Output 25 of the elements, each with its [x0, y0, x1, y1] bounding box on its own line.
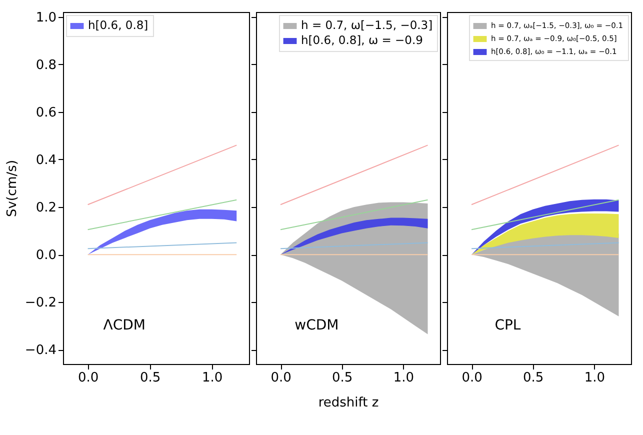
- x-tick-label: 0.5: [523, 370, 544, 386]
- x-axis-title: redshift z: [318, 396, 379, 410]
- x-tick-label: 1.0: [202, 370, 223, 386]
- x-tick-label: 0.0: [462, 370, 482, 386]
- y-tick-label: 0.2: [36, 200, 56, 216]
- y-tick-label: −0.2: [24, 296, 56, 311]
- legend-label: h[0.6, 0.8], ω = −0.9: [301, 33, 423, 47]
- y-tick-label: 0.4: [36, 152, 56, 168]
- y-tick-label: 1.0: [36, 10, 56, 26]
- y-tick-label: 0.0: [36, 248, 56, 264]
- y-tick-label: −0.4: [24, 343, 56, 358]
- x-tick-label: 0.5: [140, 370, 161, 386]
- annotation: CPL: [494, 317, 521, 334]
- x-tick-label: 0.5: [332, 370, 353, 386]
- annotation: ΛCDM: [103, 317, 146, 334]
- x-tick-label: 0.0: [78, 370, 99, 386]
- legend-label: h[0.6, 0.8]: [88, 18, 148, 32]
- y-tick-label: 0.6: [36, 105, 56, 120]
- x-tick-label: 1.0: [393, 370, 414, 386]
- annotation: wCDM: [294, 317, 339, 334]
- x-tick-label: 1.0: [584, 370, 606, 386]
- y-axis-title: Sv(cm/s): [4, 160, 20, 218]
- y-tick-label: 0.8: [36, 58, 56, 73]
- legend-label: h = 0.7, ω[−1.5, −0.3]: [301, 18, 433, 32]
- x-tick-label: 0.0: [270, 370, 292, 386]
